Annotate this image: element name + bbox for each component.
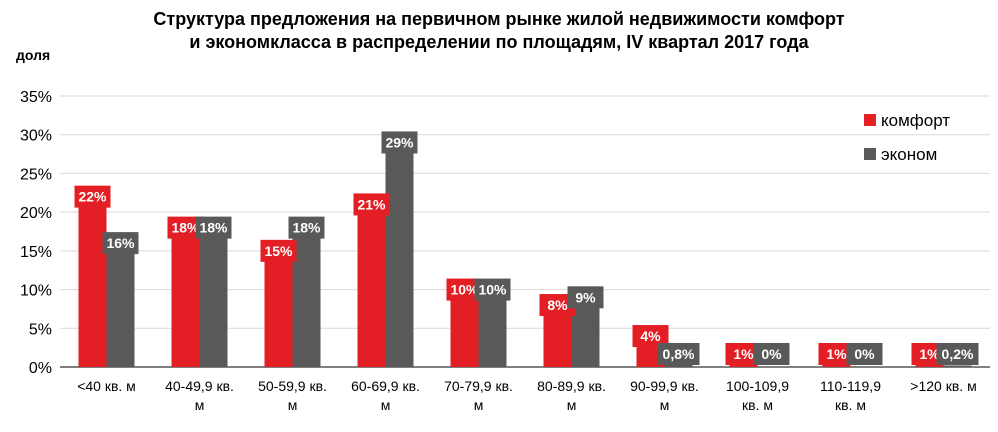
data-label-box bbox=[353, 193, 390, 216]
category-label-6: 90-99,9 кв. bbox=[630, 378, 699, 394]
data-label-комфорт-9: 1% bbox=[919, 346, 940, 362]
y-tick-layer: 0% 5% 10% 15% 20% 25% 30% 35% bbox=[20, 89, 52, 377]
bar-эконом-9 bbox=[943, 365, 972, 367]
legend: комфорт эконом bbox=[864, 111, 950, 164]
legend-label-ekonom: эконом bbox=[881, 145, 937, 164]
y-tick-label: 25% bbox=[20, 166, 52, 183]
category-label-6: м bbox=[660, 397, 670, 413]
legend-swatch-komfort bbox=[864, 114, 876, 126]
data-label-box bbox=[936, 343, 979, 365]
data-label-комфорт-0: 22% bbox=[78, 189, 107, 205]
category-label-8: кв. м bbox=[835, 397, 866, 413]
category-label-0: <40 кв. м bbox=[77, 378, 136, 394]
data-label-box bbox=[657, 343, 700, 365]
bar-эконом-4 bbox=[478, 289, 507, 367]
data-label-комфорт-4: 10% bbox=[450, 282, 479, 298]
data-label-эконом-9: 0,2% bbox=[942, 346, 974, 362]
category-label-7: 100-109,9 bbox=[726, 378, 789, 394]
bar-эконом-1 bbox=[199, 227, 228, 367]
category-label-4: м bbox=[474, 397, 484, 413]
data-label-комфорт-5: 8% bbox=[547, 297, 568, 313]
data-label-box bbox=[725, 343, 762, 365]
data-label-комфорт-7: 1% bbox=[733, 346, 754, 362]
y-tick-label: 20% bbox=[20, 205, 52, 222]
data-label-box bbox=[446, 278, 483, 301]
data-label-box bbox=[74, 185, 111, 208]
bar-комфорт-1 bbox=[171, 227, 200, 367]
data-label-эконом-4: 10% bbox=[478, 282, 507, 298]
data-label-эконом-7: 0% bbox=[761, 346, 782, 362]
bar-комфорт-2 bbox=[264, 250, 293, 367]
data-label-box bbox=[632, 325, 669, 348]
data-label-эконом-2: 18% bbox=[292, 220, 321, 236]
data-label-эконом-3: 29% bbox=[385, 134, 414, 150]
category-label-1: м bbox=[195, 397, 205, 413]
category-label-5: м bbox=[567, 397, 577, 413]
category-label-4: 70-79,9 кв. bbox=[444, 378, 513, 394]
category-label-5: 80-89,9 кв. bbox=[537, 378, 606, 394]
bar-эконом-3 bbox=[385, 142, 414, 367]
y-tick-label: 30% bbox=[20, 128, 52, 145]
data-label-комфорт-8: 1% bbox=[826, 346, 847, 362]
bar-эконом-5 bbox=[571, 297, 600, 367]
y-tick-label: 15% bbox=[20, 244, 52, 261]
data-label-комфорт-2: 15% bbox=[264, 243, 293, 259]
data-label-комфорт-3: 21% bbox=[357, 196, 386, 212]
y-tick-label: 10% bbox=[20, 283, 52, 300]
data-label-box bbox=[288, 216, 325, 239]
data-label-эконом-5: 9% bbox=[575, 289, 596, 305]
category-label-7: кв. м bbox=[742, 397, 773, 413]
category-label-9: >120 кв. м bbox=[910, 378, 976, 394]
data-label-box bbox=[539, 294, 576, 317]
category-label-3: 60-69,9 кв. bbox=[351, 378, 420, 394]
data-label-box bbox=[260, 239, 297, 262]
bar-комфорт-4 bbox=[450, 289, 479, 367]
data-label-box bbox=[195, 216, 232, 239]
category-label-8: 110-119,9 bbox=[820, 378, 881, 394]
y-tick-label: 35% bbox=[20, 89, 52, 106]
y-tick-label: 5% bbox=[29, 321, 52, 338]
data-label-box bbox=[846, 343, 883, 365]
y-axis-label: доля bbox=[16, 47, 50, 63]
data-label-эконом-8: 0% bbox=[854, 346, 875, 362]
category-label-1: 40-49,9 кв. bbox=[165, 378, 234, 394]
bar-эконом-0 bbox=[106, 243, 135, 367]
data-label-box bbox=[753, 343, 790, 365]
chart-title-line-1: Структура предложения на первичном рынке… bbox=[153, 9, 845, 29]
bar-layer bbox=[78, 142, 972, 367]
data-label-эконом-0: 16% bbox=[106, 235, 135, 251]
data-label-box bbox=[167, 216, 204, 239]
bar-эконом-2 bbox=[292, 227, 321, 367]
legend-swatch-ekonom bbox=[864, 148, 876, 160]
y-tick-label: 0% bbox=[29, 360, 52, 377]
legend-label-komfort: комфорт bbox=[881, 111, 950, 130]
bar-комфорт-0 bbox=[78, 196, 107, 367]
data-label-layer: 22%18%15%21%10%8%4%1% 1% 1%16%18% 18%29%10%… bbox=[74, 131, 979, 365]
data-label-комфорт-1: 18% bbox=[171, 220, 200, 236]
data-label-box bbox=[102, 232, 139, 255]
data-label-box bbox=[381, 131, 418, 154]
bar-комфорт-3 bbox=[357, 204, 386, 367]
data-label-box bbox=[474, 278, 511, 301]
category-label-2: 50-59,9 кв. bbox=[258, 378, 327, 394]
data-label-эконом-1: 18% bbox=[199, 220, 228, 236]
data-label-box bbox=[818, 343, 855, 365]
data-label-комфорт-6: 4% bbox=[640, 328, 661, 344]
category-label-3: м bbox=[381, 397, 391, 413]
data-label-эконом-6: 0,8% bbox=[663, 346, 695, 362]
chart-title-line-2: и экономкласса в распределении по площад… bbox=[189, 32, 809, 52]
category-label-layer: <40 кв. м 40-49,9 кв. м 50-59,9 кв. м 60-69,9… bbox=[77, 378, 977, 413]
category-label-2: м bbox=[288, 397, 298, 413]
data-label-box bbox=[567, 286, 604, 309]
chart-title: Структура предложения на первичном рынке… bbox=[0, 8, 998, 54]
